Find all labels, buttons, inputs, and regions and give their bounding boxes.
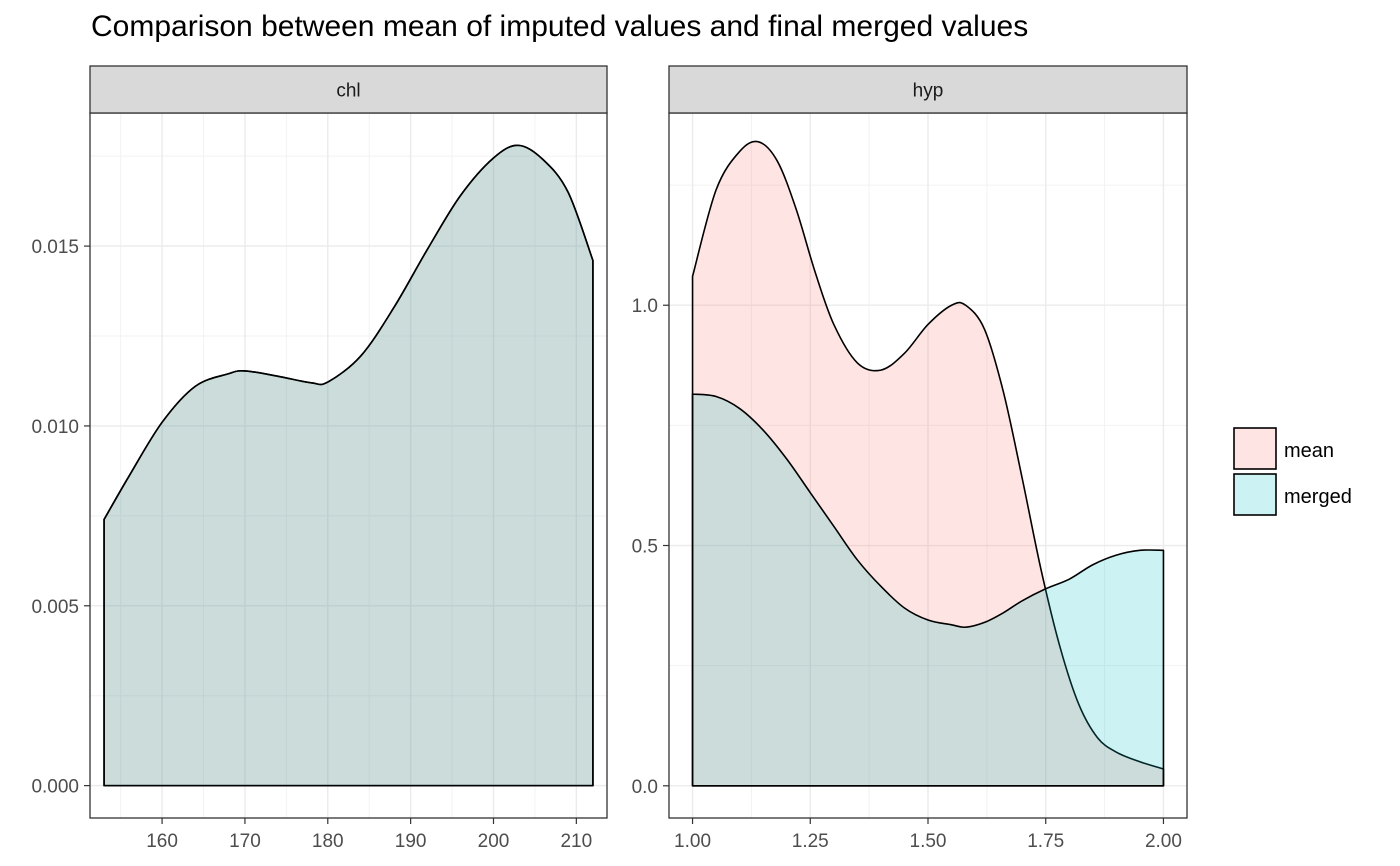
strip-label-chl: chl bbox=[336, 81, 360, 102]
x-tick-label: 200 bbox=[478, 831, 510, 852]
legend-label-merged: merged bbox=[1284, 486, 1352, 508]
legend-key-merged bbox=[1233, 473, 1277, 516]
x-tick-label: 2.00 bbox=[1145, 831, 1182, 852]
y-tick-label: 0.015 bbox=[31, 237, 79, 258]
panel-chl: chl 160 170 180 190 200 210 0.000 0.005 0.010 0.01… bbox=[31, 65, 608, 852]
y-tick-label: 0.5 bbox=[632, 537, 658, 558]
legend-label-mean: mean bbox=[1284, 440, 1334, 462]
y-tick-label: 0.0 bbox=[632, 777, 658, 798]
panel-background bbox=[90, 113, 607, 818]
y-tick-label: 0.010 bbox=[31, 417, 79, 438]
x-tick-label: 210 bbox=[560, 831, 592, 852]
x-tick-label: 1.25 bbox=[792, 831, 829, 852]
x-tick-label: 180 bbox=[312, 831, 344, 852]
x-tick-label: 1.75 bbox=[1027, 831, 1064, 852]
y-tick-label: 1.0 bbox=[632, 296, 658, 317]
strip-hyp bbox=[668, 65, 1188, 114]
panel-hyp: hyp 1.00 1.25 1.50 1.75 2.00 0.0 0.5 1.0 bbox=[632, 65, 1188, 852]
legend-key-mean bbox=[1233, 427, 1277, 470]
density-area-mean bbox=[691, 140, 1165, 787]
y-tick-label: 0.000 bbox=[31, 777, 79, 798]
chart-title: Comparison between mean of imputed value… bbox=[91, 10, 1029, 43]
y-tick-label: 0.005 bbox=[31, 597, 79, 618]
x-tick-label: 190 bbox=[395, 831, 427, 852]
density-area-merged bbox=[691, 393, 1165, 787]
density-area-merged bbox=[103, 144, 594, 787]
x-tick-label: 1.50 bbox=[910, 831, 947, 852]
x-tick-label: 170 bbox=[229, 831, 261, 852]
x-tick-label: 160 bbox=[146, 831, 178, 852]
strip-label-hyp: hyp bbox=[913, 81, 944, 102]
x-tick-label: 1.00 bbox=[674, 831, 711, 852]
legend: mean merged bbox=[1233, 427, 1352, 516]
strip-chl bbox=[89, 65, 608, 114]
